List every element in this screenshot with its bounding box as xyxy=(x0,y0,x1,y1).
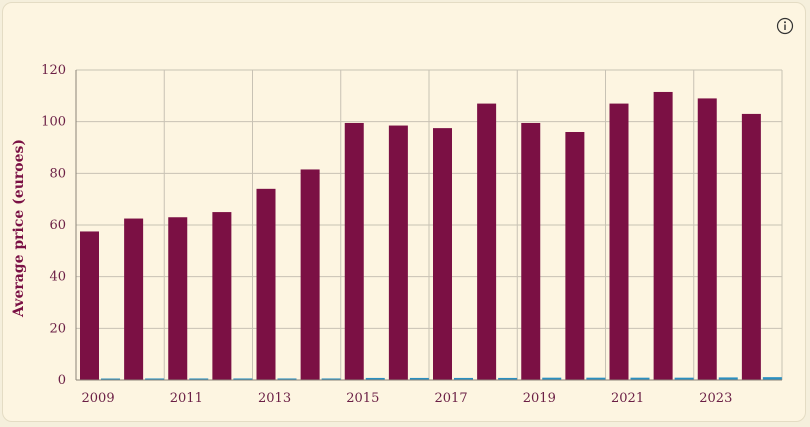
x-tick-label: 2023 xyxy=(699,391,732,406)
axes xyxy=(75,70,782,381)
x-tick-label: 2015 xyxy=(346,391,379,406)
y-tick-label: 120 xyxy=(41,63,66,78)
bar-2010-series-2[interactable] xyxy=(145,378,165,380)
y-tick-label: 80 xyxy=(49,166,66,181)
bar-2024-series-1[interactable] xyxy=(741,113,761,381)
bar-2018-series-2[interactable] xyxy=(498,377,518,380)
info-circle-icon[interactable] xyxy=(776,17,794,35)
y-tick-label: 100 xyxy=(41,115,66,130)
bar-2016-series-2[interactable] xyxy=(409,377,429,380)
y-tick-label: 0 xyxy=(58,373,66,388)
bar-2014-series-1[interactable] xyxy=(300,169,320,380)
bar-2019-series-2[interactable] xyxy=(542,377,562,380)
bar-2016-series-1[interactable] xyxy=(388,125,408,381)
bar-2017-series-2[interactable] xyxy=(454,377,473,380)
y-tick-label: 20 xyxy=(49,321,66,336)
bar-2015-series-1[interactable] xyxy=(344,122,364,380)
bar-2020-series-1[interactable] xyxy=(565,132,585,380)
bar-2010-series-1[interactable] xyxy=(124,218,144,380)
x-tick-label: 2013 xyxy=(258,391,291,406)
bar-2013-series-2[interactable] xyxy=(277,378,297,380)
x-tick-label: 2019 xyxy=(523,391,556,406)
y-tick-label: 60 xyxy=(49,218,66,233)
bar-2024-series-2[interactable] xyxy=(762,377,782,380)
bar-2009-series-1[interactable] xyxy=(80,231,99,380)
bar-2021-series-2[interactable] xyxy=(630,377,650,380)
bar-2021-series-1[interactable] xyxy=(609,103,629,380)
y-tick-label: 40 xyxy=(49,270,66,285)
x-tick-label: 2017 xyxy=(435,391,468,406)
bar-2011-series-1[interactable] xyxy=(168,217,188,380)
bar-2022-series-2[interactable] xyxy=(674,377,694,380)
bar-2017-series-1[interactable] xyxy=(433,128,452,380)
x-tick-label: 2021 xyxy=(611,391,644,406)
tick-labels: 0 20 40 60 80 100 120 2009 2011 2013 2015 2017 2019 2… xyxy=(41,63,732,406)
y-axis-title: Average price (euroes) xyxy=(11,139,27,318)
bar-2011-series-2[interactable] xyxy=(189,378,209,380)
bars xyxy=(80,91,782,381)
bar-2012-series-1[interactable] xyxy=(212,212,232,380)
bar-2012-series-2[interactable] xyxy=(233,378,253,380)
x-tick-label: 2011 xyxy=(170,391,203,406)
bar-2009-series-2[interactable] xyxy=(101,378,120,381)
bar-2013-series-1[interactable] xyxy=(256,188,276,380)
bar-2018-series-1[interactable] xyxy=(477,103,497,380)
bar-2015-series-2[interactable] xyxy=(365,377,385,380)
bar-2014-series-2[interactable] xyxy=(321,378,341,380)
bar-2023-series-2[interactable] xyxy=(718,377,738,380)
bar-2019-series-1[interactable] xyxy=(521,122,541,380)
bar-2023-series-1[interactable] xyxy=(697,98,717,381)
x-tick-label: 2009 xyxy=(82,391,115,406)
bar-2022-series-1[interactable] xyxy=(653,91,673,380)
bar-2020-series-2[interactable] xyxy=(586,377,606,380)
